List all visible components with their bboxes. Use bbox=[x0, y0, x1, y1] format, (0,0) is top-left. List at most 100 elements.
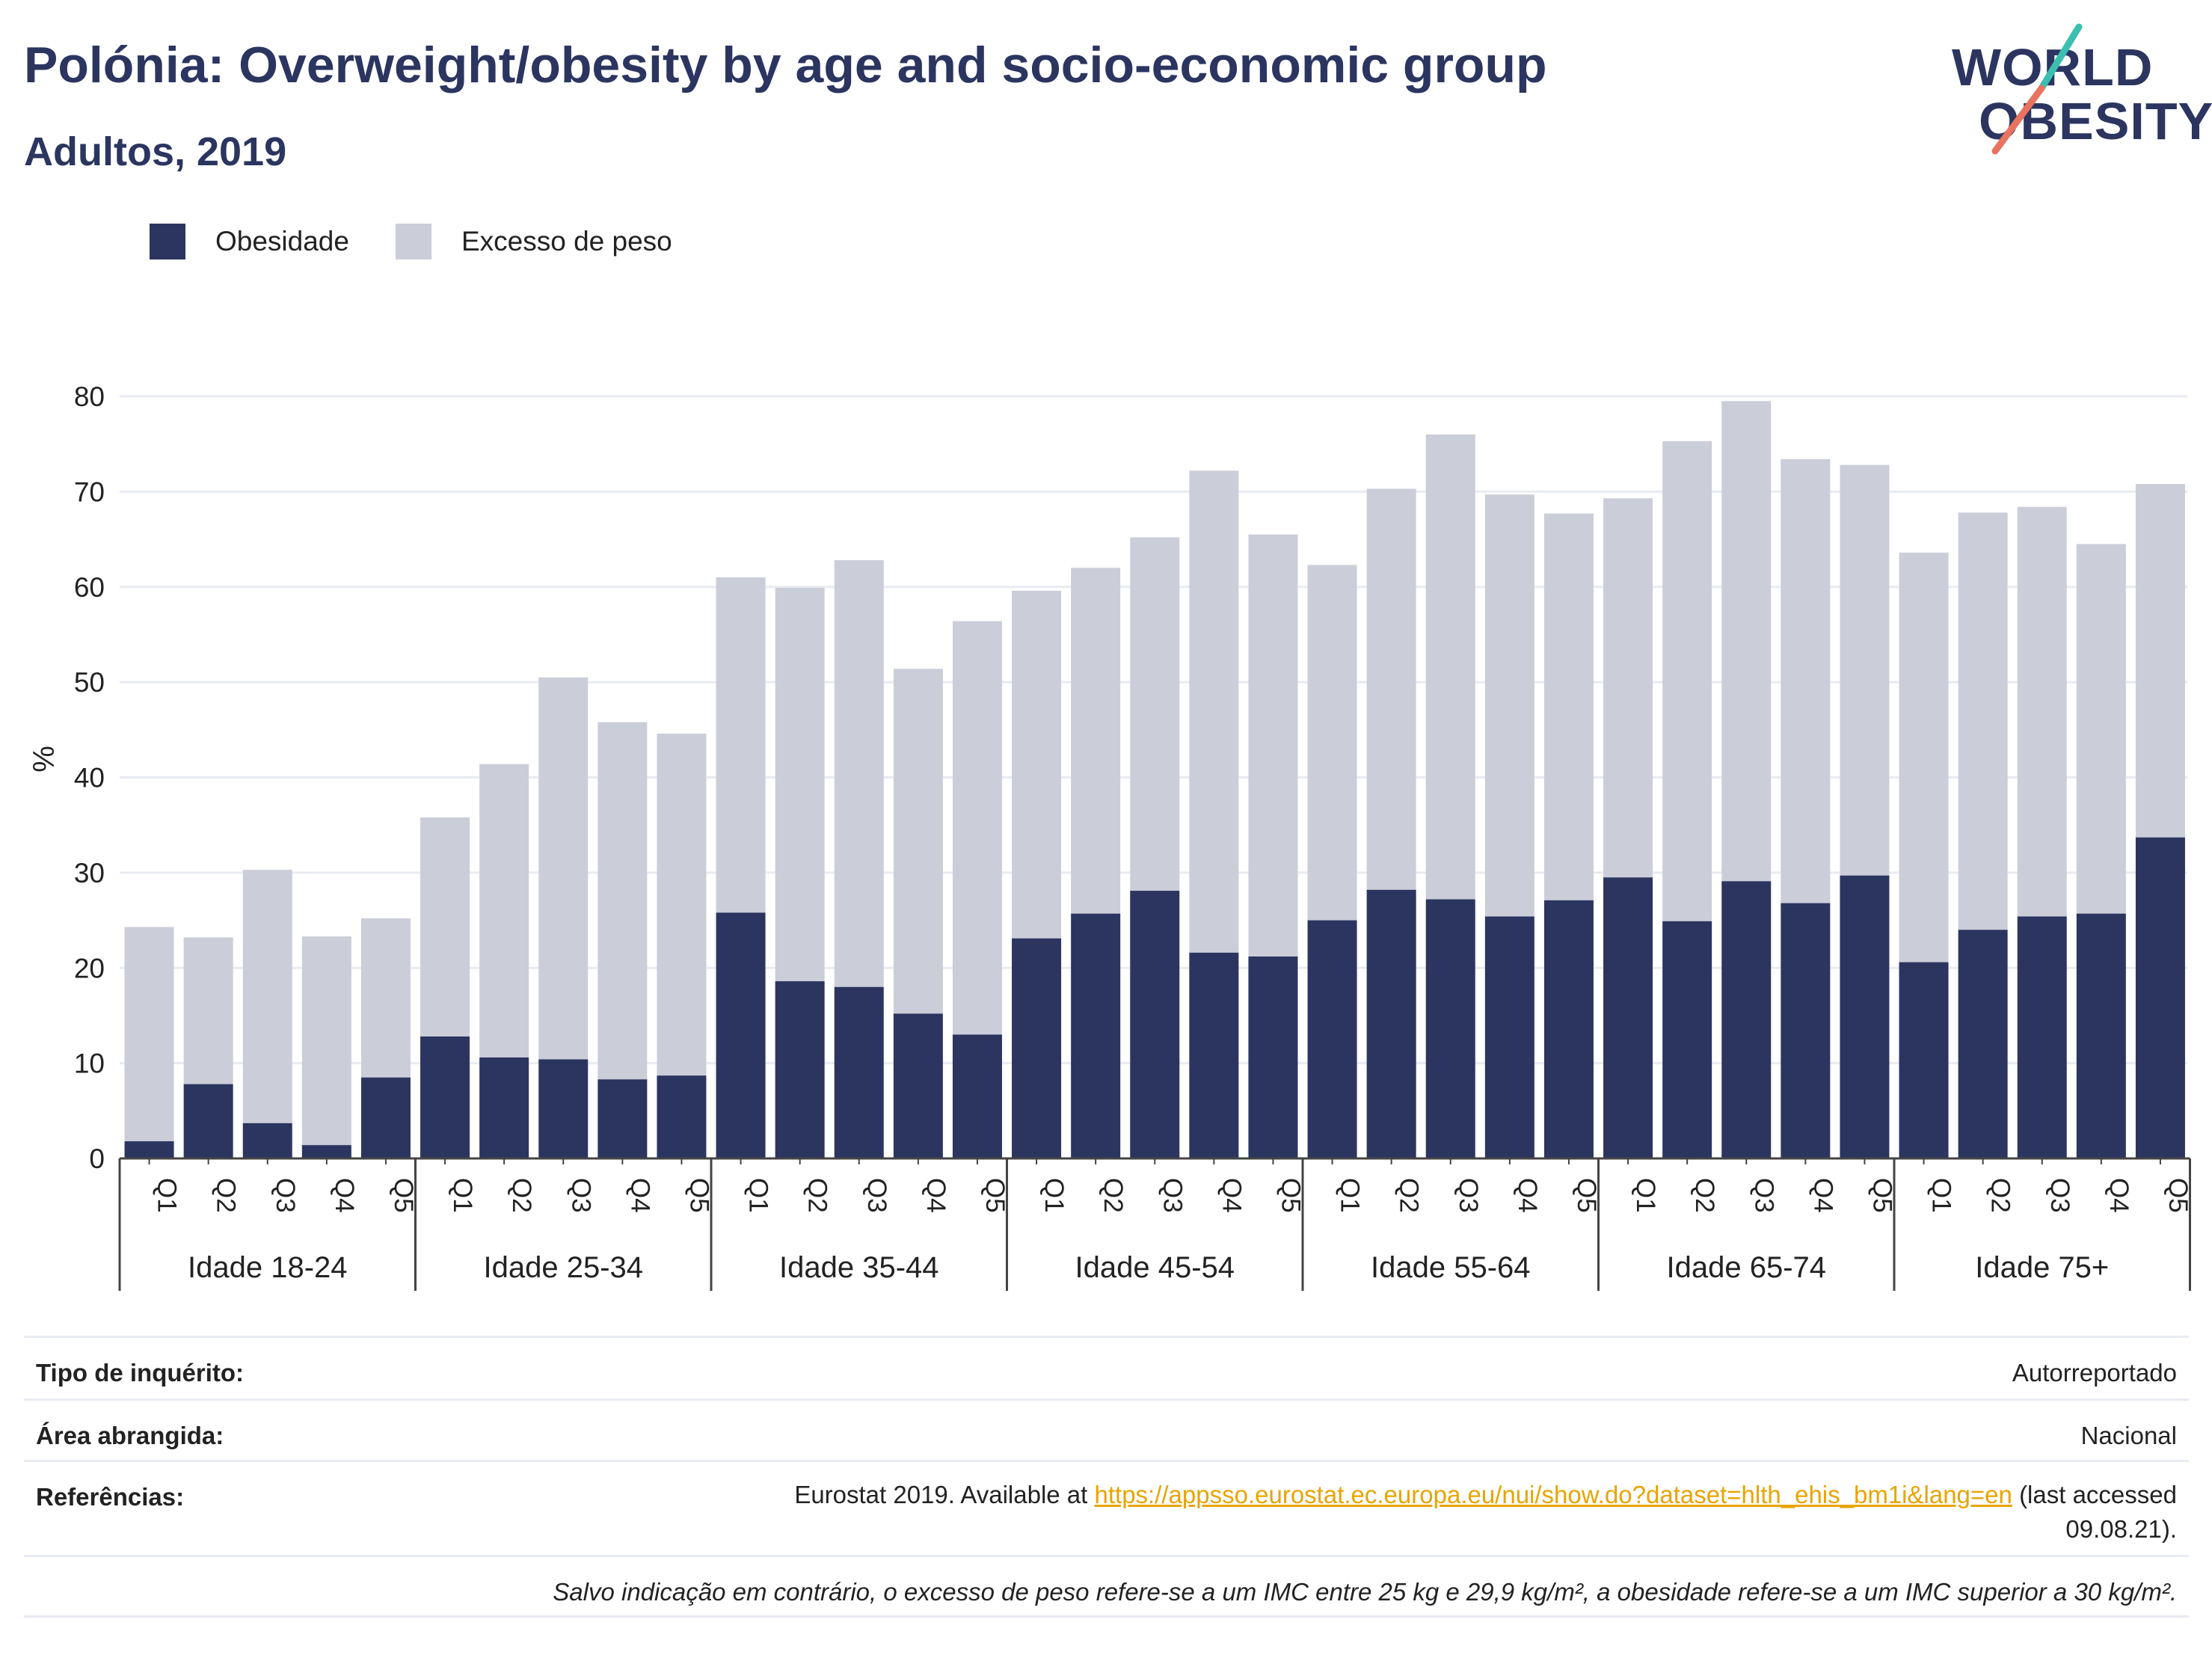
bar-overweight bbox=[538, 677, 589, 1060]
bar-overweight bbox=[1781, 459, 1831, 903]
bar-overweight bbox=[2076, 544, 2126, 914]
bar-obesity bbox=[657, 1075, 707, 1158]
x-tick-label: Q1 bbox=[153, 1178, 182, 1213]
bar-obesity bbox=[1543, 900, 1594, 1158]
references-suffix: (last accessed bbox=[2019, 1481, 2177, 1508]
bar-obesity bbox=[775, 981, 825, 1158]
x-tick-label: Q5 bbox=[1276, 1178, 1305, 1213]
bar-overweight bbox=[1366, 488, 1416, 890]
x-tick-label: Q2 bbox=[1395, 1178, 1424, 1213]
bar-obesity bbox=[1071, 913, 1121, 1158]
bar-obesity bbox=[1662, 921, 1712, 1158]
x-tick-label: Q5 bbox=[389, 1178, 418, 1213]
stacked-bar-chart: 0 10 20 30 40 50 60 70 80% Q1 Q2 Q3 Q4 Q5 Idade 18-24 Q… bbox=[28, 381, 2193, 1291]
bar-overweight bbox=[301, 936, 351, 1146]
bar-obesity bbox=[1840, 875, 1890, 1158]
x-tick-label: Q4 bbox=[1513, 1178, 1542, 1213]
bar-obesity bbox=[716, 912, 766, 1158]
bar-overweight bbox=[952, 621, 1002, 1035]
bar-overweight bbox=[1071, 568, 1121, 914]
chart-title: Polónia: Overweight/obesity by age and s… bbox=[24, 37, 1547, 93]
world-obesity-logo: WORLD OBESITY bbox=[1952, 21, 2212, 163]
bar-obesity bbox=[420, 1036, 470, 1158]
y-tick-label: 70 bbox=[74, 476, 105, 507]
bar-obesity bbox=[538, 1059, 589, 1158]
bar-overweight bbox=[420, 817, 470, 1037]
bar-overweight bbox=[124, 927, 174, 1142]
bar-overweight bbox=[1603, 498, 1653, 878]
x-tick-label: Q1 bbox=[1927, 1178, 1956, 1213]
bar-overweight bbox=[1484, 494, 1534, 917]
bar-obesity bbox=[1721, 881, 1772, 1158]
legend-label-overweight: Excesso de peso bbox=[461, 226, 672, 257]
bar-obesity bbox=[1425, 899, 1475, 1158]
x-tick-label: Q2 bbox=[1099, 1178, 1128, 1213]
area-value: Nacional bbox=[2080, 1422, 2177, 1449]
x-tick-label: Q3 bbox=[271, 1178, 300, 1213]
bar-obesity bbox=[1781, 903, 1831, 1158]
info-table: Tipo de inquérito: Autorreportado Área a… bbox=[24, 1336, 2189, 1618]
x-tick-label: Q5 bbox=[684, 1178, 713, 1213]
x-tick-label: Q5 bbox=[980, 1178, 1010, 1213]
references-link[interactable]: https://appsso.eurostat.ec.europa.eu/nui… bbox=[1094, 1481, 2012, 1508]
bar-obesity bbox=[834, 986, 884, 1158]
bar-overweight bbox=[1307, 565, 1357, 921]
info-row-survey: Tipo de inquérito: Autorreportado bbox=[24, 1336, 2189, 1398]
bar-obesity bbox=[1958, 930, 2008, 1158]
y-axis-label: % bbox=[28, 746, 61, 773]
group-label: Idade 65-74 bbox=[1666, 1251, 1826, 1284]
info-row-area: Área abrangida: Nacional bbox=[24, 1398, 2189, 1460]
x-tick-label: Q4 bbox=[330, 1178, 359, 1213]
references-prefix: Eurostat 2019. Available at bbox=[794, 1481, 1088, 1508]
bar-overweight bbox=[1248, 534, 1298, 957]
survey-type-value: Autorreportado bbox=[2012, 1359, 2177, 1387]
bar-obesity bbox=[1248, 956, 1298, 1158]
x-tick-label: Q3 bbox=[1158, 1178, 1187, 1213]
y-tick-label: 10 bbox=[74, 1048, 105, 1079]
bar-overweight bbox=[242, 870, 292, 1123]
bar-obesity bbox=[1307, 920, 1357, 1158]
x-tick-label: Q4 bbox=[2104, 1178, 2133, 1213]
x-tick-label: Q2 bbox=[803, 1178, 832, 1213]
chart-legend: Obesidade Excesso de peso bbox=[150, 223, 719, 260]
legend-label-obesity: Obesidade bbox=[215, 226, 349, 257]
bar-obesity bbox=[242, 1123, 292, 1158]
y-tick-label: 0 bbox=[89, 1143, 105, 1174]
area-label: Área abrangida: bbox=[36, 1422, 224, 1449]
bar-obesity bbox=[183, 1084, 233, 1158]
legend-item-obesity: Obesidade bbox=[150, 224, 349, 260]
bar-overweight bbox=[360, 918, 411, 1078]
bar-obesity bbox=[2135, 837, 2185, 1158]
bar-obesity bbox=[952, 1034, 1002, 1158]
group-label: Idade 35-44 bbox=[779, 1251, 939, 1284]
x-tick-label: Q3 bbox=[1454, 1178, 1483, 1213]
x-tick-label: Q3 bbox=[2045, 1178, 2074, 1213]
x-tick-label: Q2 bbox=[507, 1178, 536, 1213]
bar-overweight bbox=[597, 722, 648, 1080]
x-tick-label: Q1 bbox=[744, 1178, 773, 1213]
x-tick-label: Q3 bbox=[862, 1178, 891, 1213]
info-row-references: Referências: Eurostat 2019. Available at… bbox=[24, 1460, 2189, 1555]
info-row-note: Salvo indicação em contrário, o excesso … bbox=[24, 1555, 2189, 1618]
bar-overweight bbox=[834, 560, 884, 987]
bar-overweight bbox=[1543, 513, 1594, 900]
bar-obesity bbox=[1603, 877, 1653, 1158]
x-tick-label: Q1 bbox=[1039, 1178, 1069, 1213]
bar-obesity bbox=[479, 1057, 529, 1158]
legend-swatch-obesity bbox=[150, 224, 185, 260]
bar-obesity bbox=[360, 1077, 411, 1158]
x-tick-label: Q2 bbox=[1986, 1178, 2015, 1213]
bar-obesity bbox=[597, 1079, 648, 1158]
bar-obesity bbox=[1189, 952, 1239, 1158]
bar-obesity bbox=[1899, 962, 1949, 1158]
bar-obesity bbox=[1012, 938, 1062, 1158]
bar-obesity bbox=[1484, 916, 1534, 1158]
x-tick-label: Q3 bbox=[1749, 1178, 1778, 1213]
x-tick-label: Q3 bbox=[566, 1178, 595, 1213]
legend-item-overweight: Excesso de peso bbox=[395, 224, 672, 260]
bar-overweight bbox=[1958, 512, 2008, 930]
x-tick-label: Q4 bbox=[1808, 1178, 1837, 1213]
x-tick-label: Q4 bbox=[625, 1178, 654, 1213]
bar-overweight bbox=[1425, 434, 1475, 900]
bar-overweight bbox=[1721, 401, 1772, 882]
